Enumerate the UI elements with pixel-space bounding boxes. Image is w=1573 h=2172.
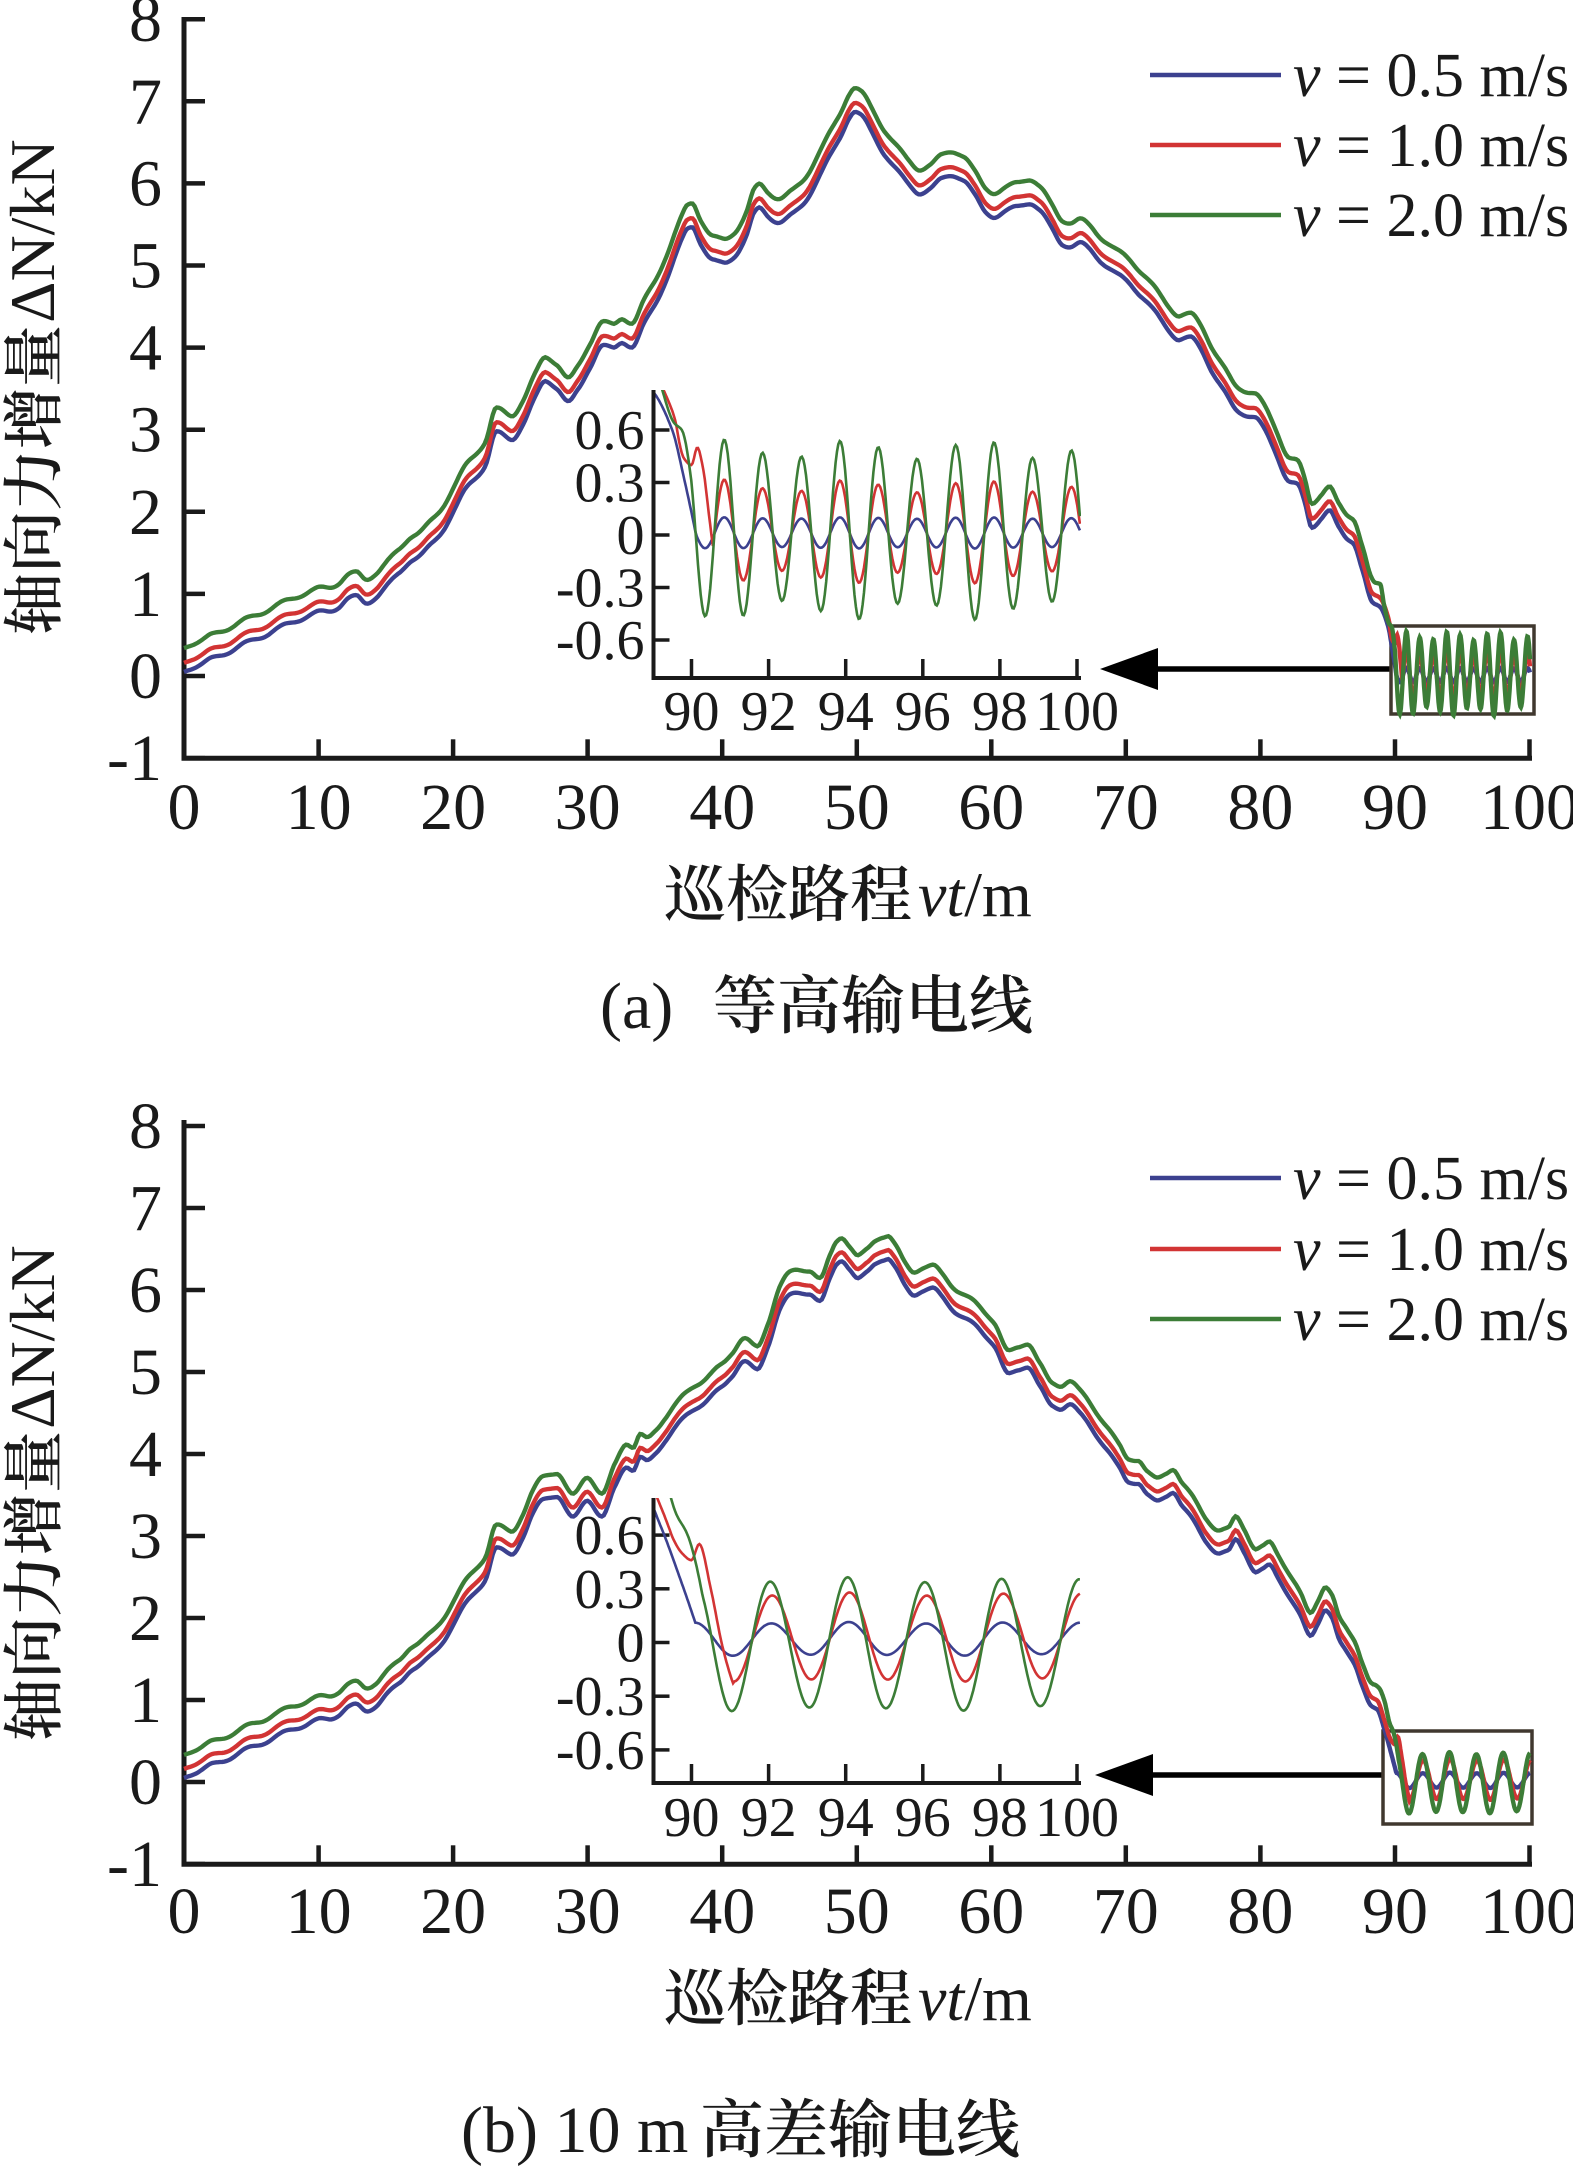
svg-text:98: 98 <box>972 681 1028 743</box>
svg-text:5: 5 <box>129 1336 162 1409</box>
svg-text:0.6: 0.6 <box>575 1505 645 1567</box>
svg-text:0: 0 <box>129 1746 162 1819</box>
svg-text:v = 1.0 m/s: v = 1.0 m/s <box>1293 112 1569 180</box>
svg-text:80: 80 <box>1227 771 1293 844</box>
svg-text:v = 2.0 m/s: v = 2.0 m/s <box>1293 182 1569 250</box>
svg-text:90: 90 <box>664 681 720 743</box>
svg-text:0: 0 <box>168 1875 201 1948</box>
svg-text:7: 7 <box>129 1172 162 1245</box>
svg-text:ΔN/kN: ΔN/kN <box>0 139 68 322</box>
svg-text:-1: -1 <box>107 1828 162 1901</box>
svg-text:5: 5 <box>129 230 162 303</box>
svg-text:8: 8 <box>129 1090 162 1163</box>
svg-text:-0.6: -0.6 <box>556 610 645 672</box>
svg-text:100: 100 <box>1035 1787 1119 1849</box>
svg-text:0: 0 <box>617 505 645 567</box>
svg-text:-0.3: -0.3 <box>556 1666 645 1728</box>
svg-text:20: 20 <box>420 771 486 844</box>
svg-text:98: 98 <box>972 1787 1028 1849</box>
svg-text:70: 70 <box>1093 1875 1159 1948</box>
svg-text:94: 94 <box>818 681 874 743</box>
svg-text:v = 2.0 m/s: v = 2.0 m/s <box>1293 1286 1569 1354</box>
svg-text:3: 3 <box>129 394 162 467</box>
svg-text:0.3: 0.3 <box>575 453 645 515</box>
svg-text:3: 3 <box>129 1500 162 1573</box>
svg-text:40: 40 <box>689 1875 755 1948</box>
svg-text:6: 6 <box>129 147 162 220</box>
svg-text:60: 60 <box>958 771 1024 844</box>
svg-text:(b) 10 m: (b) 10 m <box>461 2094 688 2167</box>
svg-text:0.3: 0.3 <box>575 1559 645 1621</box>
svg-text:8: 8 <box>129 0 162 56</box>
svg-text:-1: -1 <box>107 722 162 795</box>
svg-text:0: 0 <box>617 1613 645 1675</box>
svg-text:1: 1 <box>129 558 162 631</box>
svg-text:6: 6 <box>129 1254 162 1327</box>
svg-text:96: 96 <box>895 1787 951 1849</box>
svg-text:-0.6: -0.6 <box>556 1720 645 1782</box>
svg-text:v = 1.0 m/s: v = 1.0 m/s <box>1293 1216 1569 1284</box>
svg-text:96: 96 <box>895 681 951 743</box>
svg-text:ΔN/kN: ΔN/kN <box>0 1245 68 1428</box>
svg-text:30: 30 <box>555 771 621 844</box>
svg-text:v = 0.5 m/s: v = 0.5 m/s <box>1293 1145 1569 1213</box>
svg-text:2: 2 <box>129 476 162 549</box>
svg-text:vt/m: vt/m <box>918 859 1032 930</box>
svg-text:70: 70 <box>1093 771 1159 844</box>
svg-text:0.6: 0.6 <box>575 400 645 462</box>
svg-text:v = 0.5 m/s: v = 0.5 m/s <box>1293 42 1569 110</box>
svg-text:30: 30 <box>555 1875 621 1948</box>
svg-text:4: 4 <box>129 1418 162 1491</box>
svg-text:-0.3: -0.3 <box>556 558 645 620</box>
svg-text:(a): (a) <box>600 970 673 1043</box>
svg-text:0: 0 <box>168 771 201 844</box>
svg-text:90: 90 <box>1362 1875 1428 1948</box>
svg-text:2: 2 <box>129 1582 162 1655</box>
svg-text:60: 60 <box>958 1875 1024 1948</box>
svg-text:90: 90 <box>664 1787 720 1849</box>
svg-text:10: 10 <box>286 771 352 844</box>
svg-text:4: 4 <box>129 312 162 385</box>
svg-text:100: 100 <box>1480 771 1573 844</box>
svg-text:20: 20 <box>420 1875 486 1948</box>
svg-text:0: 0 <box>129 640 162 713</box>
svg-text:92: 92 <box>741 1787 797 1849</box>
svg-text:92: 92 <box>741 681 797 743</box>
svg-text:vt/m: vt/m <box>918 1963 1032 2034</box>
svg-text:10: 10 <box>286 1875 352 1948</box>
svg-text:50: 50 <box>824 771 890 844</box>
svg-text:100: 100 <box>1035 681 1119 743</box>
svg-text:90: 90 <box>1362 771 1428 844</box>
svg-text:50: 50 <box>824 1875 890 1948</box>
svg-text:40: 40 <box>689 771 755 844</box>
svg-text:7: 7 <box>129 65 162 138</box>
svg-text:80: 80 <box>1227 1875 1293 1948</box>
svg-text:1: 1 <box>129 1664 162 1737</box>
svg-text:94: 94 <box>818 1787 874 1849</box>
svg-text:100: 100 <box>1480 1875 1573 1948</box>
